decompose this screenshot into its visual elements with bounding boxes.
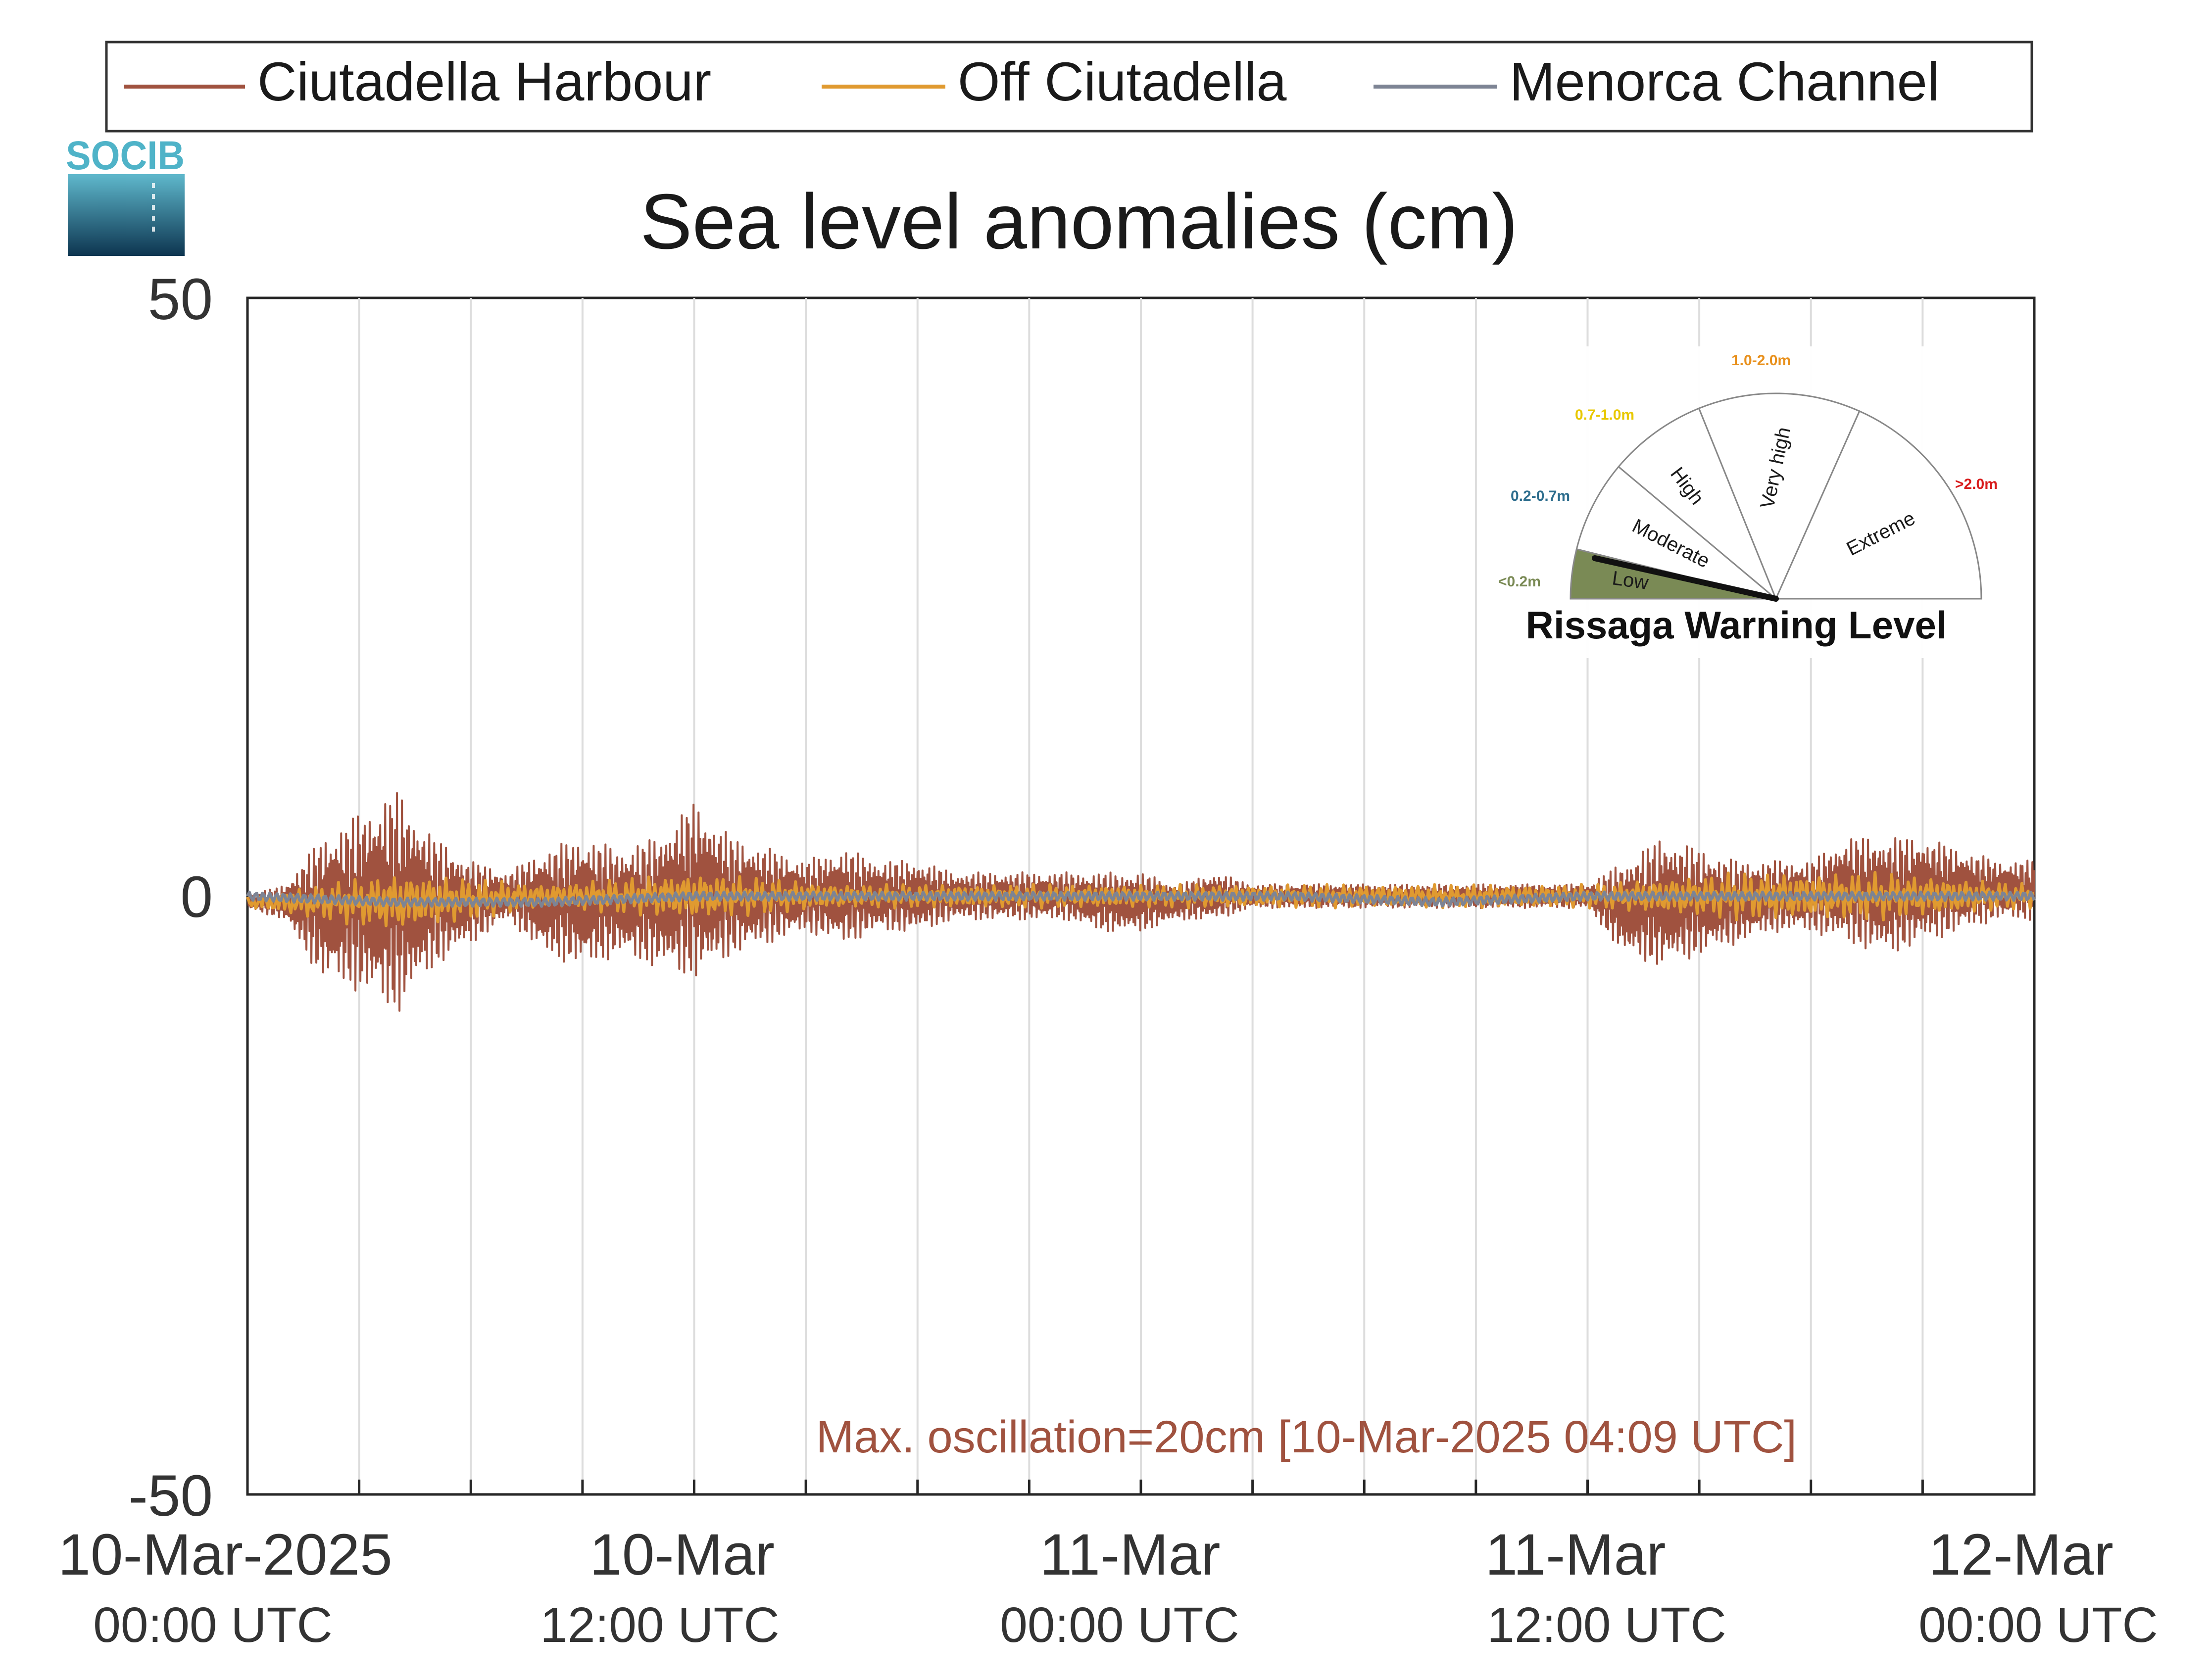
x-tick-time-0: 00:00 UTC xyxy=(93,1597,333,1653)
x-axis: 10-Mar-2025 00:00 UTC 10-Mar 12:00 UTC 1… xyxy=(58,1522,2158,1653)
gauge-sector-high xyxy=(1617,407,1777,600)
logo-text: SOCIB xyxy=(66,133,185,178)
x-axis-ticks xyxy=(358,1480,1924,1494)
chart-title: Sea level anomalies (cm) xyxy=(640,178,1518,265)
x-tick-time-3: 12:00 UTC xyxy=(1487,1597,1726,1653)
y-tick-label-top: 50 xyxy=(148,267,213,332)
rissaga-warning-gauge: Low Moderate High Very high Extreme <0.2… xyxy=(1487,346,2017,658)
gauge-sector-very-high xyxy=(1698,392,1861,601)
legend: Ciutadella Harbour Off Ciutadella Menorc… xyxy=(105,41,2033,133)
legend-box xyxy=(105,41,2033,133)
socib-logo: SOCIB xyxy=(66,133,185,256)
gauge-title: Rissaga Warning Level xyxy=(1525,603,1947,647)
logo-block xyxy=(68,174,185,256)
gauge-range-high: 0.7-1.0m xyxy=(1575,407,1634,423)
x-tick-time-2: 00:00 UTC xyxy=(1000,1597,1239,1653)
series-line-menorca-channel xyxy=(246,890,2036,908)
gauge-range-moderate: 0.2-0.7m xyxy=(1511,488,1570,504)
gauge-sectors xyxy=(1570,392,1982,601)
gauge-range-extreme: >2.0m xyxy=(1955,476,1998,492)
gauge-needle xyxy=(1592,555,1779,602)
y-axis: 50 0 -50 xyxy=(128,267,213,1529)
legend-label-menorca-channel: Menorca Channel xyxy=(1510,51,1939,112)
series-line-off-ciutadella xyxy=(246,871,2035,927)
x-tick-date-1: 10-Mar xyxy=(589,1522,775,1587)
gauge-sector-moderate xyxy=(1575,466,1776,600)
legend-label-ciutadella-harbour: Ciutadella Harbour xyxy=(257,51,711,112)
series-layer xyxy=(246,792,2036,1012)
gauge-range-low: <0.2m xyxy=(1498,574,1541,590)
legend-label-off-ciutadella: Off Ciutadella xyxy=(958,51,1287,112)
y-tick-label-bottom: -50 xyxy=(128,1463,213,1529)
max-oscillation-annotation: Max. oscillation=20cm [10-Mar-2025 04:09… xyxy=(816,1412,1797,1462)
gauge-sector-extreme xyxy=(1774,410,1982,600)
x-tick-date-3: 11-Mar xyxy=(1485,1522,1666,1587)
y-tick-label-zero: 0 xyxy=(180,864,213,930)
x-tick-time-1: 12:00 UTC xyxy=(540,1597,780,1653)
x-tick-time-4: 00:00 UTC xyxy=(1918,1597,2158,1653)
x-tick-date-2: 11-Mar xyxy=(1039,1522,1220,1587)
gauge-range-very-high: 1.0-2.0m xyxy=(1731,352,1791,369)
x-tick-date-4: 12-Mar xyxy=(1928,1522,2113,1587)
x-tick-date-0: 10-Mar-2025 xyxy=(58,1522,393,1587)
